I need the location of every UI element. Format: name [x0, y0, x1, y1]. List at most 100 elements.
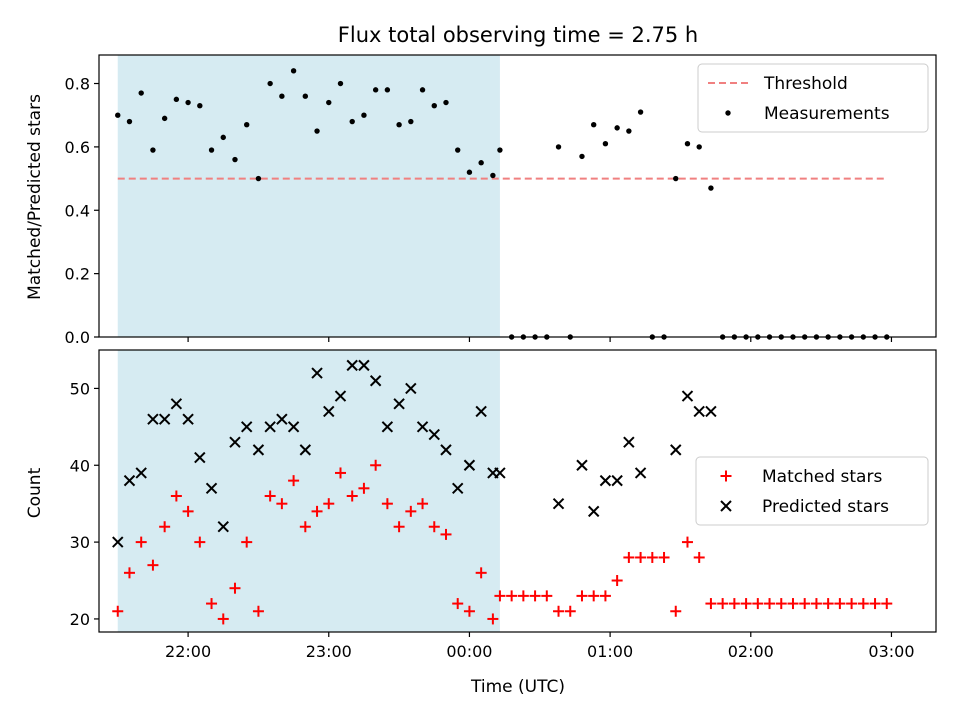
predicted-stars-point	[416, 421, 429, 433]
matched-stars-point	[264, 490, 276, 502]
matched-stars-point	[576, 590, 588, 602]
predicted-stars-point	[264, 421, 276, 433]
matched-stars-point	[334, 467, 346, 479]
measurement-point	[161, 115, 168, 122]
predicted-stars-point	[123, 474, 136, 487]
matched-stars-point	[358, 482, 370, 494]
predicted-stars-point	[346, 359, 358, 372]
measurement-point	[255, 175, 262, 182]
predicted-stars-point	[229, 436, 241, 448]
predicted-stars-point	[440, 444, 452, 456]
predicted-stars-point	[611, 474, 623, 487]
matched-stars-point	[646, 551, 658, 563]
measurement-point	[579, 153, 585, 160]
matched-stars-point	[206, 598, 218, 610]
matched-stars-point	[623, 551, 635, 563]
count-panel: 20 30 40 50 22:00 23:00 00:00 01:00 02:00 03:00 Ma…	[70, 349, 937, 661]
matched-stars-point	[787, 598, 799, 610]
matched-stars-point	[717, 598, 729, 610]
matched-stars-point	[752, 598, 764, 610]
predicted-stars-point	[205, 482, 218, 495]
predicted-stars-point	[158, 413, 171, 425]
predicted-stars-point	[299, 444, 312, 456]
measurement-point	[244, 122, 250, 128]
x-tick-label: 22:00	[165, 642, 211, 661]
y-tick-label: 0.4	[65, 201, 90, 220]
matched-stars-point	[135, 536, 147, 548]
matched-stars-point	[241, 536, 253, 548]
predicted-stars-point	[452, 482, 464, 495]
matched-stars-point	[170, 490, 182, 502]
matched-stars-point	[599, 590, 611, 602]
matched-stars-point	[182, 505, 194, 517]
matched-stars-point	[323, 498, 335, 510]
legend-label: Threshold	[763, 74, 848, 94]
measurement-point	[220, 134, 226, 141]
predicted-stars-point	[475, 405, 487, 418]
measurement-point	[455, 147, 461, 153]
predicted-stars-point	[381, 421, 394, 433]
measurement-point	[314, 128, 320, 134]
measurement-point	[708, 185, 714, 191]
axes-frame	[98, 349, 937, 633]
predicted-stars-point	[112, 536, 124, 548]
measurement-point	[126, 118, 133, 125]
y-tick-label: 20	[70, 610, 90, 629]
measurement-point	[555, 144, 562, 150]
measurement-point	[490, 172, 496, 179]
predicted-stars-point	[311, 367, 323, 379]
predicted-stars-point	[147, 413, 159, 425]
axes-frame	[98, 54, 937, 338]
measurement-point	[279, 93, 285, 99]
predicted-stars-point	[494, 467, 506, 479]
legend-measurement-swatch	[725, 110, 731, 116]
count-y-axis-label: Count	[25, 467, 45, 518]
legend-predicted-swatch	[720, 500, 732, 512]
measurement-point	[684, 141, 691, 147]
ratio-y-axis-label: Matched/Predicted stars	[25, 94, 45, 300]
measurement-point	[637, 109, 644, 115]
matched-stars-point	[428, 521, 440, 533]
measurement-point	[696, 144, 702, 150]
matched-stars-point	[452, 598, 464, 610]
x-tick-label: 02:00	[728, 642, 774, 661]
x-tick-label: 23:00	[306, 642, 352, 661]
measurement-point	[396, 122, 402, 128]
matched-stars-point	[846, 598, 858, 610]
predicted-stars-point	[405, 382, 417, 395]
measurement-point	[602, 141, 609, 147]
matched-stars-point	[693, 551, 705, 563]
predicted-stars-point	[240, 421, 253, 433]
predicted-stars-point	[634, 467, 647, 479]
y-tick-label: 40	[70, 456, 90, 475]
matched-stars-point	[775, 598, 787, 610]
measurement-point	[408, 118, 414, 125]
matched-stars-point	[658, 551, 670, 563]
observing-interval-shade	[117, 350, 500, 632]
matched-stars-point	[370, 459, 382, 471]
matched-stars-point	[799, 598, 811, 610]
predicted-stars-point	[358, 359, 370, 372]
ratio-panel: 0.0 0.2 0.4 0.6 0.8 Threshold Measurements	[65, 54, 937, 347]
legend-label: Predicted stars	[762, 497, 889, 517]
matched-stars-point	[541, 590, 553, 602]
matched-stars-point	[487, 613, 499, 625]
observing-interval-shade	[117, 55, 500, 337]
matched-stars-point	[252, 605, 264, 617]
measurement-point	[626, 128, 632, 134]
predicted-stars-point	[170, 398, 183, 410]
predicted-stars-point	[587, 505, 600, 518]
legend-label: Measurements	[764, 104, 890, 124]
y-tick-label: 50	[70, 379, 90, 398]
matched-stars-point	[869, 598, 881, 610]
x-tick-label: 01:00	[587, 642, 633, 661]
matched-stars-point	[810, 598, 822, 610]
measurement-point	[115, 112, 121, 118]
matched-stars-point	[440, 528, 452, 540]
measurement-point	[431, 102, 437, 109]
measurement-point	[419, 87, 426, 93]
measurement-point	[326, 99, 332, 106]
predicted-stars-point	[182, 413, 194, 425]
measurement-point	[337, 80, 344, 87]
matched-stars-point	[517, 590, 529, 602]
